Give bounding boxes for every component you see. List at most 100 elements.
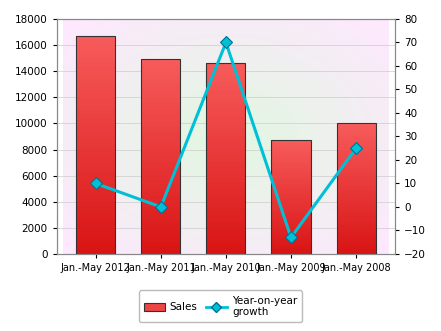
Bar [206, 143, 246, 147]
Bar [272, 236, 310, 238]
Bar [206, 193, 246, 197]
Bar [142, 180, 180, 184]
Bar [142, 231, 180, 234]
Bar [76, 84, 116, 88]
Bar [142, 98, 180, 102]
Bar [272, 202, 310, 204]
Bar [142, 87, 180, 91]
Bar [272, 163, 310, 166]
Bar [336, 215, 376, 217]
Bar [336, 173, 376, 176]
Bar [142, 207, 180, 211]
Bar [76, 58, 116, 62]
Bar [272, 245, 310, 247]
Bar [206, 75, 246, 79]
Bar [272, 154, 310, 156]
Bar [76, 40, 116, 45]
Bar [76, 237, 116, 241]
Bar [76, 136, 116, 141]
Bar [206, 227, 246, 231]
Bar [336, 236, 376, 238]
Bar [76, 180, 116, 184]
Bar [76, 197, 116, 202]
Bar [336, 238, 376, 241]
Bar [206, 151, 246, 155]
Bar [336, 220, 376, 223]
Bar [76, 97, 116, 101]
Bar [142, 157, 180, 161]
Bar [142, 234, 180, 238]
Bar [142, 122, 180, 125]
Bar [336, 223, 376, 225]
Bar [142, 79, 180, 83]
Bar [272, 166, 310, 167]
Bar [76, 75, 116, 79]
Bar [76, 202, 116, 206]
Bar [336, 155, 376, 157]
Bar [272, 177, 310, 179]
Bar [76, 206, 116, 210]
Bar [142, 60, 180, 63]
Bar [272, 206, 310, 209]
Bar [272, 147, 310, 150]
Bar [206, 155, 246, 159]
Bar [76, 163, 116, 167]
Bar [336, 225, 376, 228]
Bar [206, 178, 246, 181]
Bar [336, 183, 376, 186]
Bar [272, 200, 310, 202]
Bar [206, 163, 246, 166]
Bar [206, 79, 246, 82]
Bar [142, 246, 180, 250]
Bar [76, 193, 116, 197]
Bar [76, 210, 116, 215]
Bar [206, 170, 246, 174]
Bar [272, 247, 310, 249]
Bar [336, 249, 376, 251]
Bar [206, 82, 246, 86]
Bar [76, 123, 116, 127]
Bar [272, 238, 310, 240]
Bar [272, 156, 310, 159]
Bar [76, 149, 116, 154]
Bar [272, 224, 310, 227]
Bar [206, 159, 246, 163]
Bar [272, 167, 310, 170]
Bar [206, 140, 246, 143]
Bar [272, 145, 310, 147]
Bar [76, 228, 116, 232]
Bar [76, 132, 116, 136]
Bar [206, 128, 246, 132]
Bar [76, 250, 116, 254]
Bar [206, 220, 246, 223]
Bar [76, 36, 116, 254]
Bar [76, 115, 116, 119]
Bar [336, 123, 376, 126]
Bar [206, 250, 246, 254]
Bar [272, 140, 310, 143]
Bar [206, 174, 246, 178]
Bar [206, 124, 246, 128]
Bar [336, 241, 376, 244]
Bar [272, 190, 310, 193]
Bar [206, 120, 246, 124]
Bar [76, 36, 116, 40]
Bar [142, 67, 180, 71]
Bar [336, 144, 376, 147]
Bar [76, 171, 116, 175]
Bar [206, 201, 246, 205]
Bar [206, 117, 246, 120]
Bar [142, 219, 180, 223]
Bar [206, 67, 246, 71]
Bar [206, 63, 246, 67]
Bar [336, 126, 376, 129]
Bar [336, 157, 376, 160]
Bar [272, 204, 310, 206]
Bar [142, 60, 180, 254]
Bar [206, 185, 246, 189]
Bar [142, 141, 180, 145]
Bar [336, 147, 376, 150]
Bar [142, 145, 180, 149]
Bar [206, 105, 246, 109]
Bar [272, 252, 310, 254]
